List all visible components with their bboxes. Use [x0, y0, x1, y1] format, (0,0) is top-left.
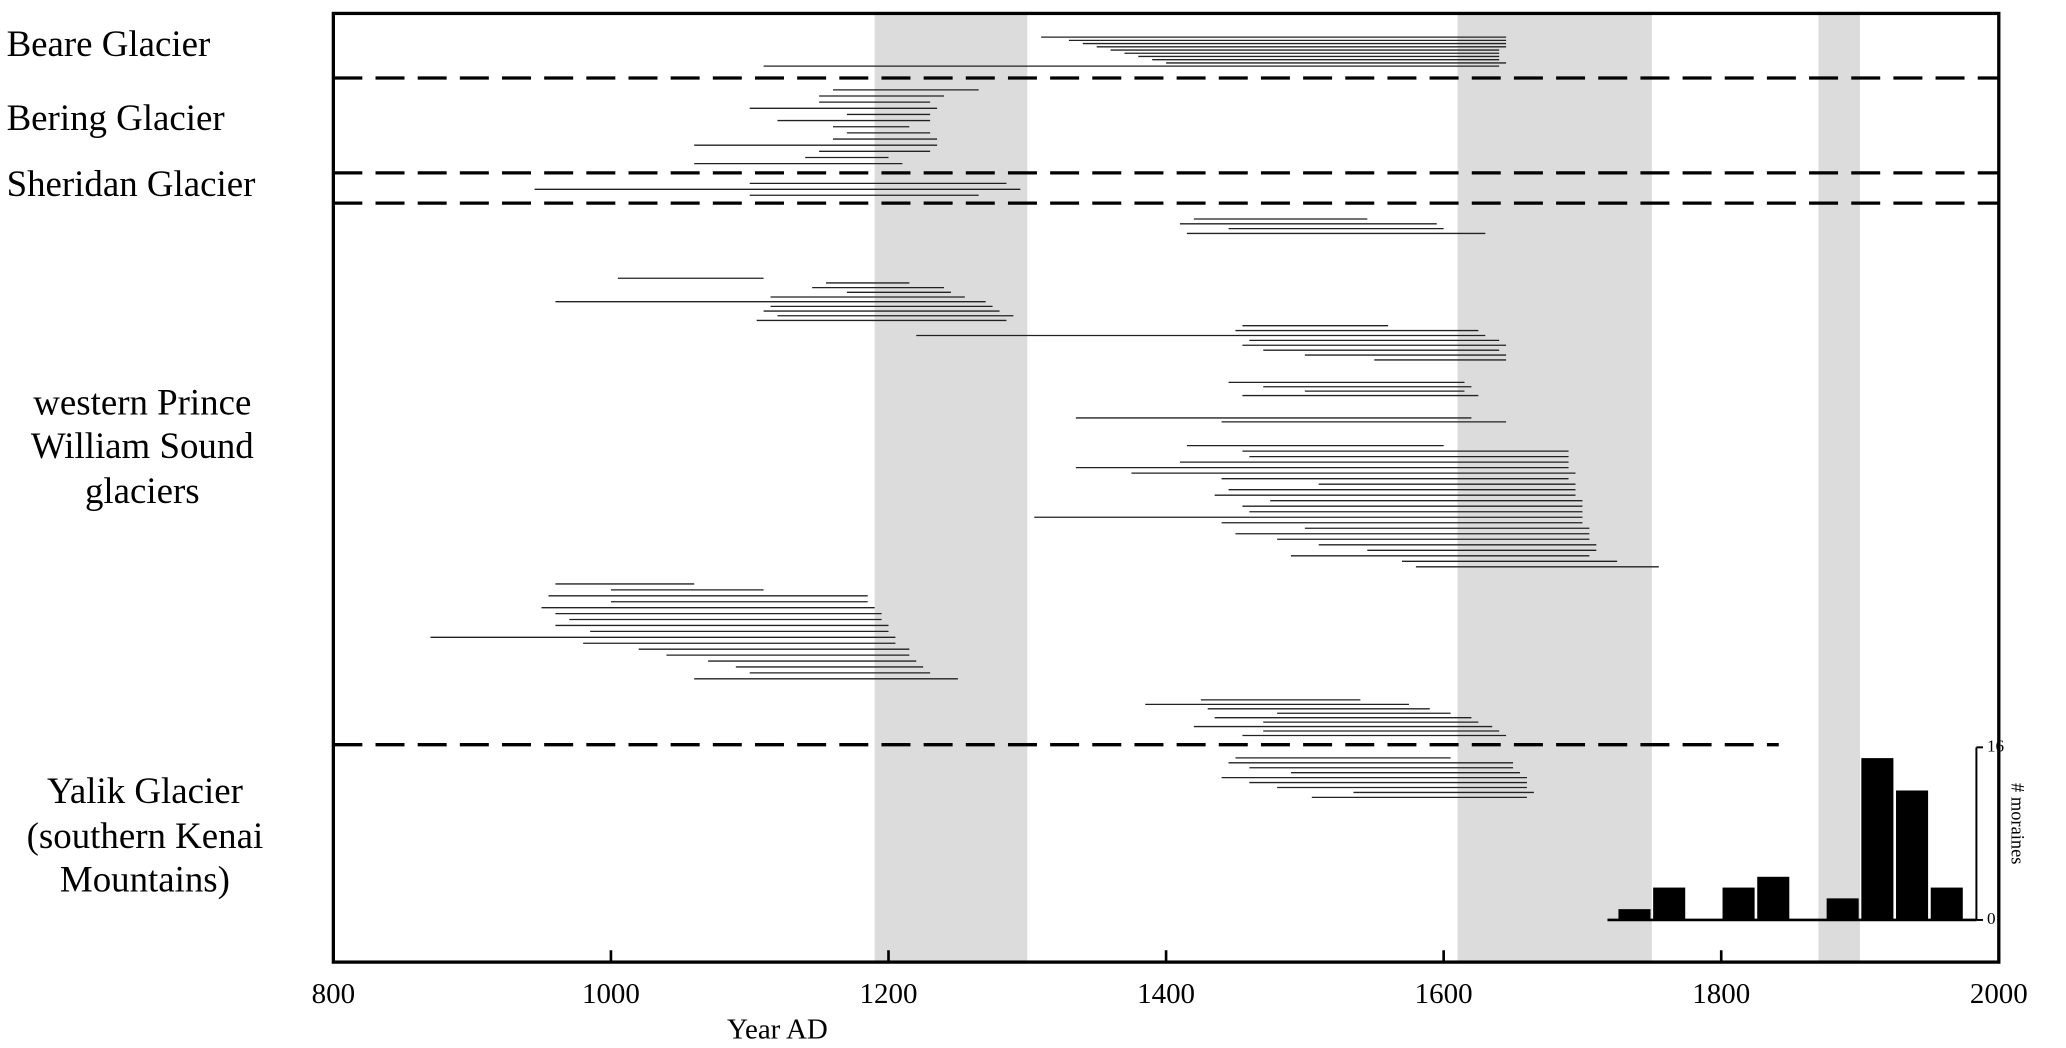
histogram-bar [1757, 876, 1790, 920]
x-tick-label: 2000 [1970, 978, 2028, 1010]
group-label: Sheridan Glacier [7, 163, 256, 204]
group-label: Beare Glacier [7, 23, 211, 64]
histogram-bar [1896, 790, 1929, 920]
shaded-period [1457, 13, 1652, 963]
x-tick-label: 1200 [860, 978, 918, 1010]
plot-frame [331, 11, 2001, 964]
histogram-bar [1653, 887, 1686, 920]
group-label: glaciers [85, 470, 200, 511]
shaded-period [1818, 13, 1861, 963]
inset-y-tick-label: 0 [1987, 909, 1996, 928]
histogram-bar [1826, 898, 1859, 920]
group-label: Yalik Glacier [47, 770, 243, 811]
x-tick-label: 1600 [1415, 978, 1473, 1010]
group-label: Mountains) [60, 859, 230, 901]
x-tick-label: 800 [312, 978, 355, 1010]
x-tick-label: 1400 [1137, 978, 1195, 1010]
histogram-bar [1930, 887, 1963, 920]
shaded-period [874, 13, 1028, 963]
group-label: William Sound [31, 425, 254, 466]
group-label: western Prince [33, 382, 251, 423]
inset-y-label: # moraines [2008, 783, 2028, 864]
histogram-bar [1861, 758, 1894, 920]
x-tick-label: 1000 [582, 978, 640, 1010]
x-axis-label: Year AD [727, 1014, 828, 1046]
inset-y-tick-label: 16 [1987, 736, 2005, 755]
x-tick-label: 1800 [1692, 978, 1750, 1010]
histogram-bar [1722, 887, 1755, 920]
histogram-bar [1618, 909, 1651, 920]
group-label: Bering Glacier [7, 97, 225, 138]
group-label: (southern Kenai [27, 815, 264, 857]
